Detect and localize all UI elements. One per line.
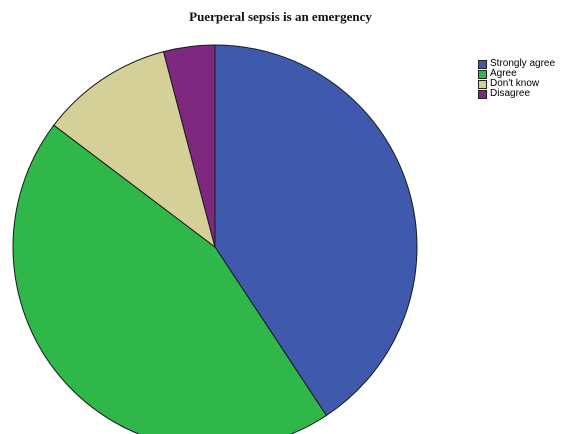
legend-swatch xyxy=(478,69,487,79)
legend: Strongly agree Agree Don't know Disagree xyxy=(478,59,555,99)
legend-swatch xyxy=(478,89,487,99)
legend-item: Don't know xyxy=(478,79,555,89)
legend-label: Agree xyxy=(490,68,517,79)
legend-label: Don't know xyxy=(490,78,540,89)
pie-slice-don-t-know xyxy=(53,51,216,249)
legend-item: Disagree xyxy=(478,89,555,99)
legend-swatch xyxy=(478,79,487,89)
legend-label: Strongly agree xyxy=(490,58,556,69)
legend-item: Strongly agree xyxy=(478,59,555,69)
pie-slice-agree xyxy=(12,124,328,434)
chart-title: Puerperal sepsis is an emergency xyxy=(189,9,372,24)
legend-swatch xyxy=(478,59,487,69)
legend-label: Disagree xyxy=(490,88,531,99)
legend-item: Agree xyxy=(478,69,555,79)
pie-slice-disagree xyxy=(162,44,216,248)
